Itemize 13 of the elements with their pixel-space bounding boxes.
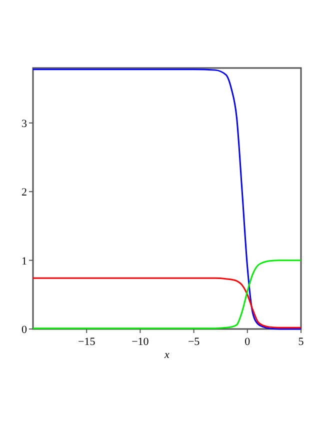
y-tick-label: 3	[22, 118, 28, 130]
x-tick-label: −15	[78, 336, 96, 348]
line-series	[32, 277, 302, 328]
x-tick-label: −10	[132, 336, 150, 348]
line-series	[32, 260, 302, 330]
y-tick-label: 2	[22, 186, 27, 199]
x-axis-title: x	[164, 349, 170, 361]
y-tick-label: 1	[22, 255, 27, 268]
y-tick-label: 0	[22, 324, 28, 336]
x-tick-label: 0	[244, 336, 251, 348]
line-series	[32, 68, 302, 330]
x-tick-label: 5	[298, 336, 304, 348]
x-tick-label: −5	[188, 336, 200, 348]
